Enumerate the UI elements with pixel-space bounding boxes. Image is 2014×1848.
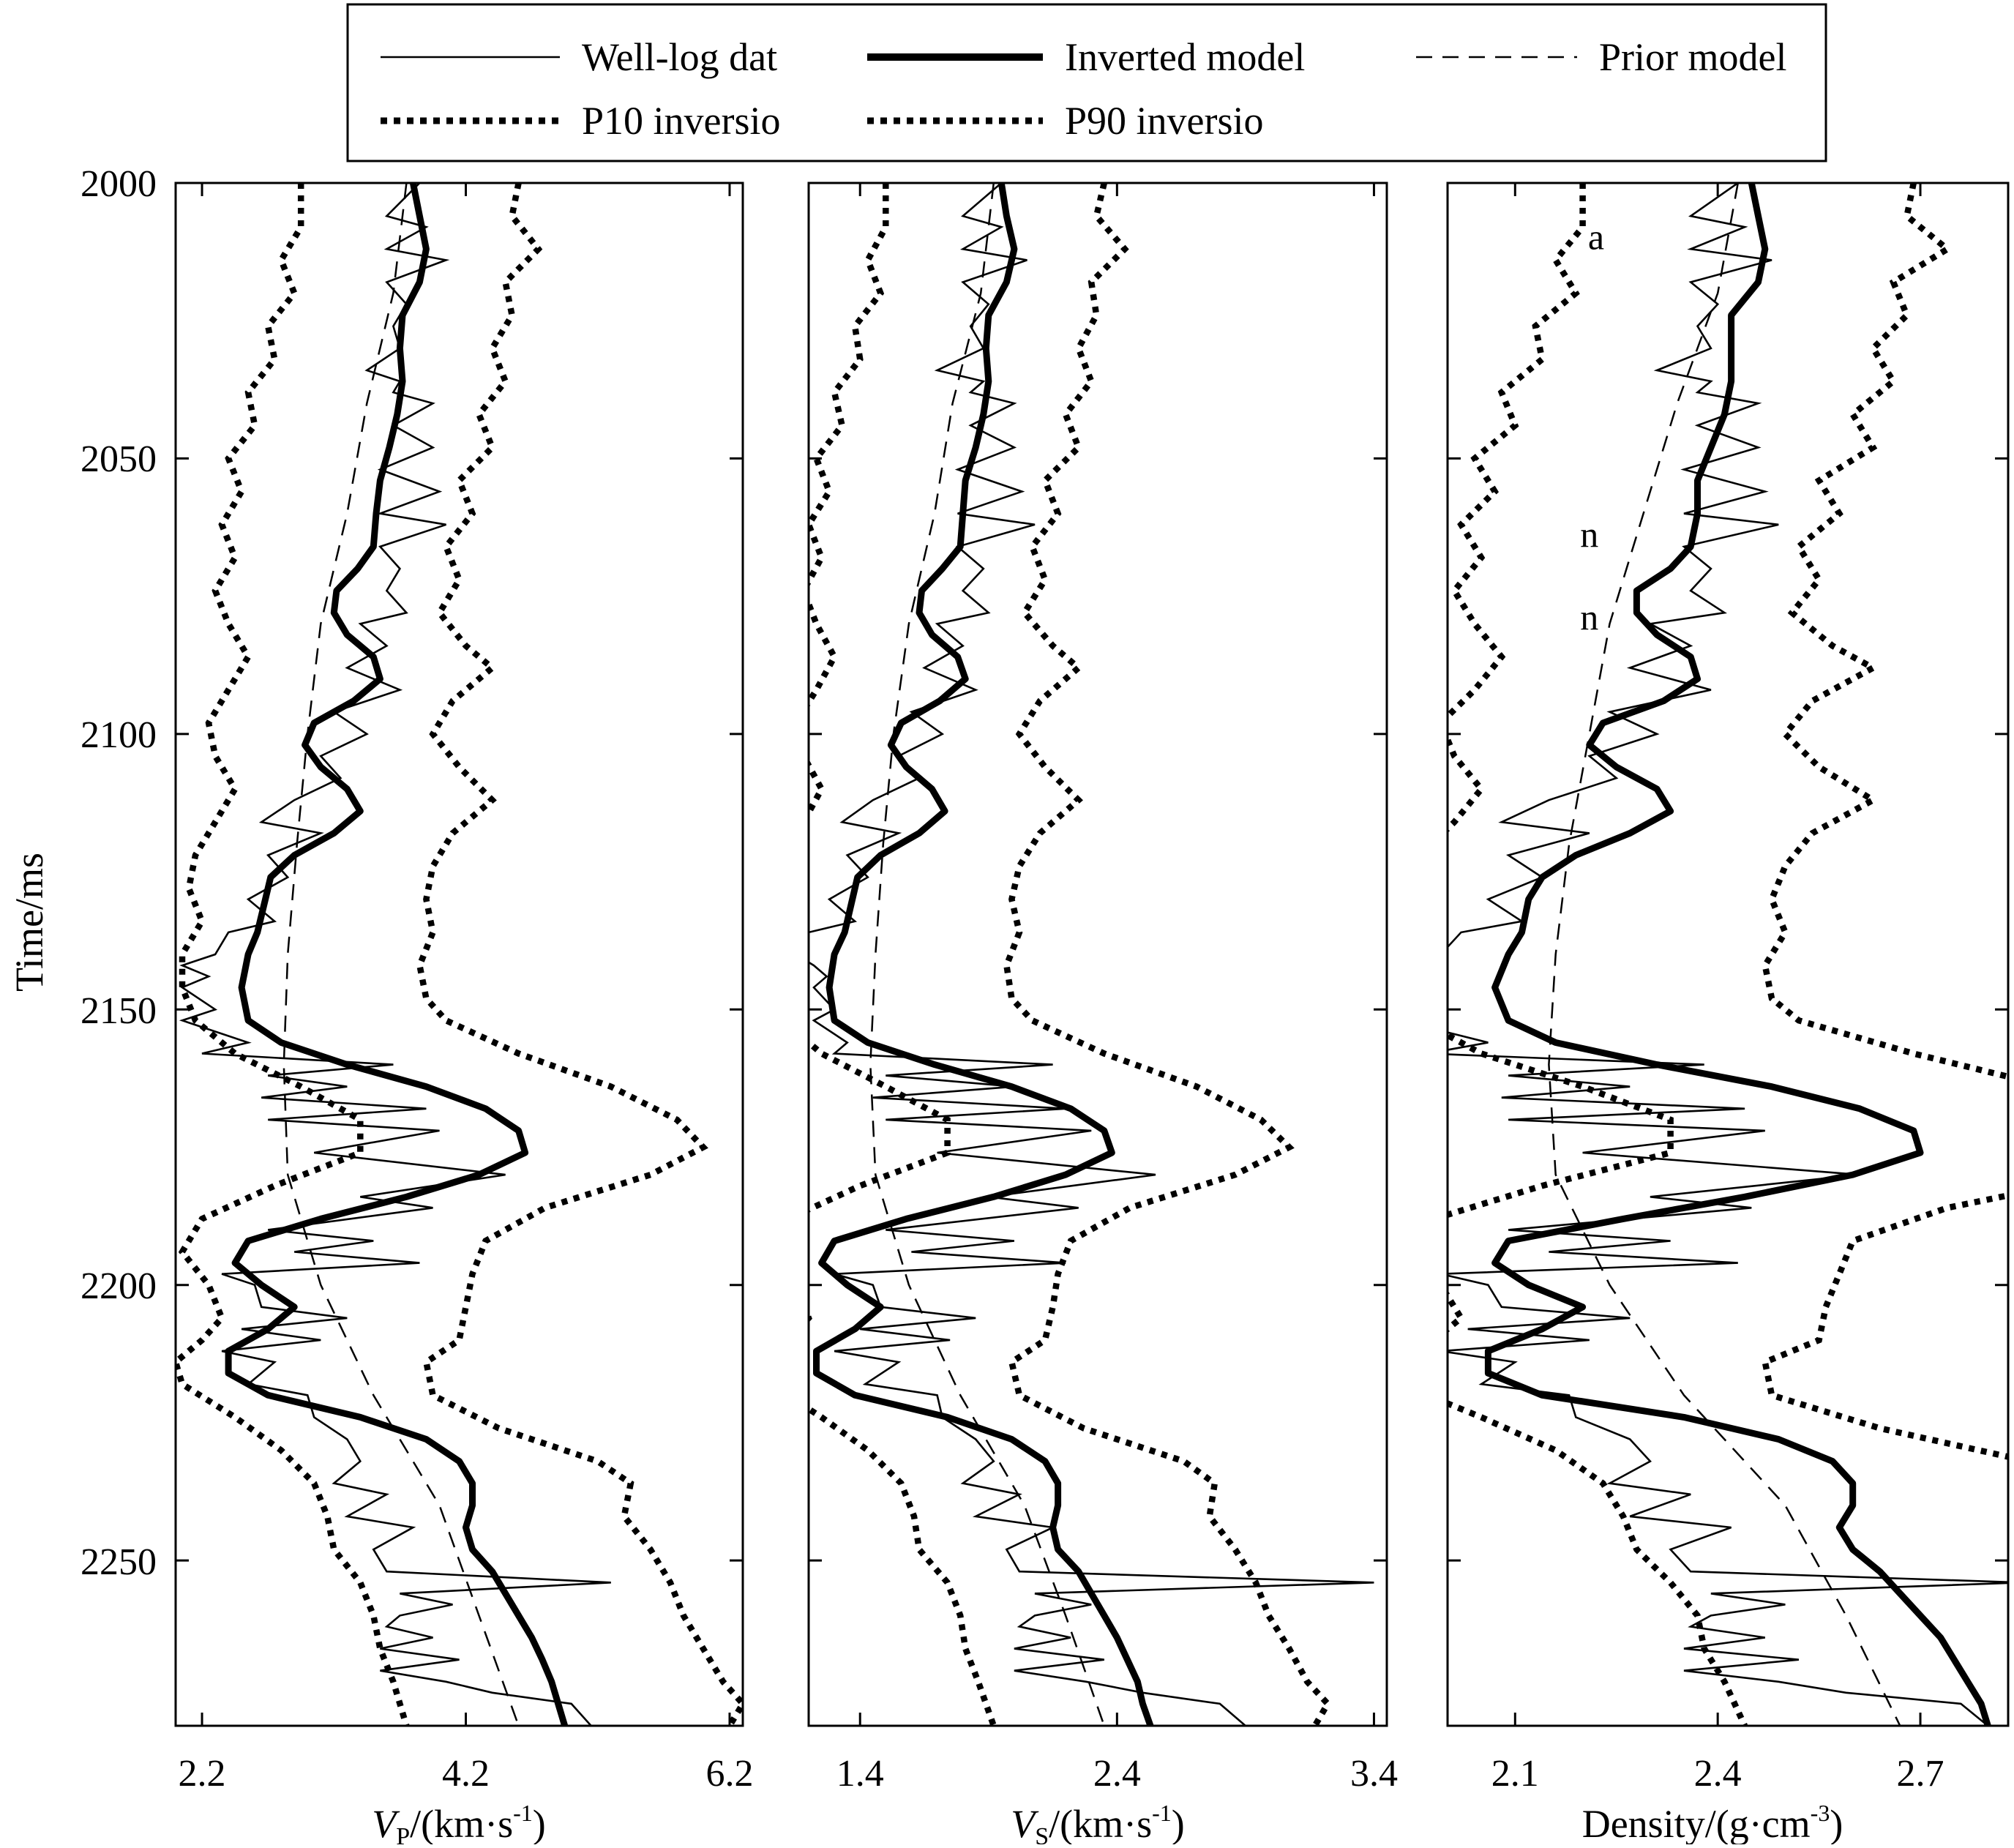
x-axis-label-sub: S xyxy=(1035,1823,1049,1844)
panel-density-ticks xyxy=(1448,182,2008,1726)
panel-vp: 2.2 4.2 6.2 VP/(km·s-1) xyxy=(174,182,753,1848)
x-axis-label-main: V xyxy=(372,1802,400,1844)
x-axis-label-close: ) xyxy=(1830,1802,1843,1844)
panel-vs: 1.4 2.4 3.4 VS/(km·s-1) xyxy=(807,182,1398,1848)
panel-density-series xyxy=(1448,183,2008,1726)
x-axis-label-sub: P xyxy=(396,1823,410,1844)
legend-label-p90: P90 inversio xyxy=(1065,99,1264,143)
x-axis-label-units: /(g·cm xyxy=(1705,1802,1811,1844)
y-tick-labels: 2000 2050 2100 2150 2200 2250 xyxy=(81,163,157,1583)
panel-density: 2.1 2.4 2.7 Density/(g·cm-3) a nn xyxy=(1446,182,2010,1846)
x-axis-label-close: ) xyxy=(533,1802,546,1844)
series-p10-vp xyxy=(176,183,410,1726)
series-inverted-vp xyxy=(225,183,569,1726)
series-p90-density xyxy=(1761,183,2008,1460)
x-tick-label-vp: 6.2 xyxy=(705,1753,753,1795)
series-p90-vp xyxy=(416,183,743,1726)
y-tick-label: 2000 xyxy=(81,163,157,205)
series-inverted-vs xyxy=(813,183,1154,1726)
series-prior-vs xyxy=(869,183,1105,1726)
series-inverted-density xyxy=(1484,183,1991,1726)
x-axis-label-main: V xyxy=(1011,1802,1039,1844)
series-p10-density xyxy=(1448,183,1748,1726)
series-prior-density xyxy=(1548,183,1901,1726)
panel-vs-frame xyxy=(807,182,1388,1727)
x-tick-label-vs: 2.4 xyxy=(1093,1753,1141,1795)
x-tick-label-vs: 3.4 xyxy=(1350,1753,1398,1795)
legend-box xyxy=(346,3,1827,162)
x-tick-label-vp: 4.2 xyxy=(442,1753,490,1795)
panel-vp-series xyxy=(176,183,743,1726)
panel-vp-frame xyxy=(174,182,744,1727)
series-well-log-vs xyxy=(809,183,1374,1726)
x-tick-label-density: 2.7 xyxy=(1897,1753,1944,1795)
legend-label-p10: P10 inversio xyxy=(582,99,781,143)
x-axis-label-units: /(km·s xyxy=(410,1802,513,1844)
panel-vs-ticks xyxy=(809,182,1387,1726)
x-tick-label-vs: 1.4 xyxy=(836,1753,884,1795)
legend: Well-log dat Inverted model Prior model … xyxy=(346,3,1827,162)
y-tick-label: 2200 xyxy=(81,1265,157,1307)
x-axis-label-main: Density xyxy=(1582,1802,1705,1844)
series-well-log-vp xyxy=(179,183,611,1726)
y-tick-label: 2050 xyxy=(81,438,157,480)
x-axis-label-units: /(km·s xyxy=(1049,1802,1152,1844)
series-p90-vs xyxy=(1003,183,1332,1726)
panel-vp-ticks xyxy=(176,182,743,1726)
annotation-text: n xyxy=(1580,596,1598,637)
y-tick-label: 2250 xyxy=(81,1541,157,1583)
y-tick-label: 2150 xyxy=(81,990,157,1032)
legend-label-inverted: Inverted model xyxy=(1065,35,1305,79)
series-p10-vs xyxy=(809,183,997,1726)
annotation-text: a xyxy=(1588,216,1604,257)
x-tick-label-density: 2.4 xyxy=(1694,1753,1742,1795)
series-prior-vp xyxy=(282,183,520,1726)
panel-vs-series xyxy=(809,183,1374,1726)
x-tick-label-density: 2.1 xyxy=(1491,1753,1539,1795)
x-axis-label-sup: -3 xyxy=(1811,1800,1830,1826)
annotation-text: n xyxy=(1580,514,1598,555)
legend-label-well-log: Well-log dat xyxy=(582,35,777,79)
x-axis-label-density: Density/(g·cm-3) xyxy=(1582,1800,1843,1844)
x-axis-label-close: ) xyxy=(1172,1802,1185,1844)
x-tick-label-vp: 2.2 xyxy=(179,1753,226,1795)
legend-label-prior: Prior model xyxy=(1599,35,1786,79)
series-well-log-density xyxy=(1448,183,2008,1726)
y-axis-label: Time/ms xyxy=(7,853,51,992)
x-axis-label-sup: -1 xyxy=(513,1800,533,1826)
x-axis-label-sup: -1 xyxy=(1152,1800,1172,1826)
panel-density-notes: a nn xyxy=(1580,216,1604,637)
y-tick-label: 2100 xyxy=(81,714,157,756)
x-axis-label-vs: VS/(km·s-1) xyxy=(1011,1800,1185,1844)
panel-density-frame xyxy=(1446,182,2010,1727)
x-axis-label-vp: VP/(km·s-1) xyxy=(372,1800,546,1844)
